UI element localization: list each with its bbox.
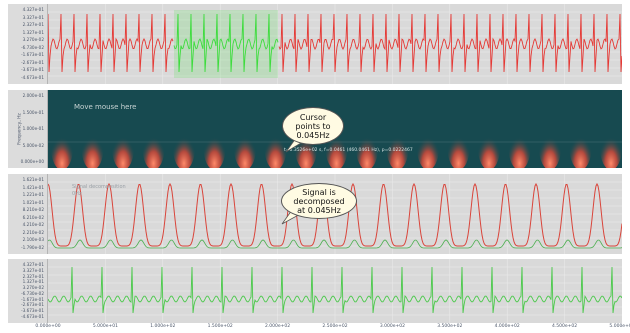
selected-signal-trace — [173, 13, 279, 73]
spectral-burst — [81, 126, 104, 168]
y-tick-label: -3.673e-01 — [21, 67, 44, 73]
y-tick-label: 1.327e-01 — [22, 279, 44, 285]
time-x-axis: 0.000e+00 5.000e+01 1.000e+02 1.500e+02 2.00… — [35, 324, 630, 333]
x-tick-label: 0.000e+00 — [35, 324, 61, 329]
y-tick-label: 2.000e-01 — [22, 93, 44, 98]
y-tick-label: 4.327e-01 — [22, 7, 44, 12]
spectral-burst — [142, 126, 165, 168]
y-tick-label: -2.673e-01 — [21, 302, 44, 308]
raw-y-axis: 4.327e-01 3.327e-01 2.327e-01 1.327e-01 3.27… — [8, 4, 48, 84]
decomposed-trace — [48, 182, 622, 247]
reconstructed-trace — [48, 266, 622, 314]
cursor-callout: Cursor points to 0.045Hz — [282, 107, 344, 145]
move-mouse-hint: Move mouse here — [74, 103, 137, 111]
spectrogram-y-axis: Frequency, Hz 2.000e-01 1.500e-01 1.000e-0… — [8, 90, 48, 168]
decomposed-y-axis: 1.621e-01 1.421e-01 1.221e-01 1.021e-01 8.21… — [8, 174, 48, 254]
spectral-burst — [51, 126, 73, 168]
spectral-burst — [478, 126, 500, 168]
cursor-callout-line-2: points to — [295, 121, 331, 131]
y-tick-label: 3.327e-01 — [22, 267, 44, 273]
residual-trace — [48, 239, 622, 249]
y-tick-label: 1.621e-01 — [22, 177, 44, 182]
y-tick-label: 4.210e-02 — [22, 222, 44, 228]
y-tick-label: -1.673e-01 — [21, 296, 44, 302]
spectral-burst — [112, 126, 134, 168]
spectral-burst — [447, 126, 470, 168]
raw-signal-trace — [48, 13, 622, 73]
raw-signal-plot[interactable] — [48, 4, 622, 84]
cursor-readout: t=0.3526e+02 s, f=0.0461 (460.0461 Hz), … — [284, 148, 413, 153]
y-tick-label: 3.270e-02 — [22, 285, 44, 291]
reconstructed-signal-plot[interactable] — [48, 259, 622, 323]
x-tick-label: 3.000e+02 — [379, 324, 405, 329]
y-tick-label: 1.327e-01 — [22, 29, 44, 35]
reconstructed-y-axis: 4.327e-01 3.327e-01 2.327e-01 1.327e-01 3.27… — [8, 259, 48, 323]
spectral-burst — [539, 126, 561, 168]
y-tick-label: 1.500e-01 — [22, 109, 44, 115]
spectral-burst — [234, 126, 256, 168]
y-tick-label: 1.000e-01 — [22, 126, 44, 131]
y-tick-label: 1.221e-01 — [22, 192, 44, 198]
y-tick-label: -6.730e-02 — [21, 44, 44, 50]
y-tick-label: 1.021e-01 — [22, 199, 44, 205]
raw-signal-panel: 4.327e-01 3.327e-01 2.327e-01 1.327e-01 3.27… — [8, 4, 622, 84]
x-tick-label: 2.500e+02 — [322, 324, 348, 329]
spectral-burst — [569, 126, 592, 168]
spectral-burst — [264, 126, 287, 168]
y-tick-label: -2.673e-01 — [21, 59, 44, 65]
spectral-burst — [600, 126, 622, 168]
y-tick-label: -6.730e-02 — [21, 290, 44, 296]
y-tick-label: 8.210e-02 — [22, 207, 44, 213]
cursor-callout-line-3: 0.045Hz — [296, 130, 330, 140]
y-tick-label: 2.327e-01 — [22, 273, 44, 279]
y-tick-label: 6.210e-02 — [22, 214, 44, 220]
y-tick-label: 3.270e-02 — [22, 37, 44, 43]
decomposition-frequency-label: 0Hz — [72, 191, 82, 197]
decomposition-label: Signal decomposition — [72, 184, 126, 190]
spectral-burst — [417, 126, 439, 168]
y-tick-label: 2.210e-02 — [22, 229, 44, 235]
x-tick-label: 1.000e+02 — [150, 324, 176, 329]
y-tick-label: 2.327e-01 — [22, 22, 44, 28]
spectral-burst — [356, 126, 378, 168]
signal-callout-line-3: at 0.045Hz — [297, 205, 341, 215]
y-tick-label: 4.327e-01 — [22, 262, 44, 267]
y-tick-label: -1.790e-02 — [21, 245, 44, 250]
y-tick-label: 1.421e-01 — [22, 184, 44, 190]
signal-callout-line-2: decomposed — [293, 196, 345, 206]
y-tick-label: 5.000e-02 — [22, 142, 44, 148]
reconstructed-signal-panel: 4.327e-01 3.327e-01 2.327e-01 1.327e-01 3.27… — [8, 259, 622, 323]
y-tick-label: -4.673e-01 — [21, 75, 44, 80]
y-tick-label: 2.100e-03 — [22, 237, 44, 243]
y-tick-label: -1.673e-01 — [21, 52, 44, 58]
y-tick-label: -4.673e-01 — [21, 314, 44, 319]
x-tick-label: 4.000e+02 — [494, 324, 520, 329]
x-tick-label: 2.000e+02 — [265, 324, 291, 329]
spectral-burst — [386, 126, 409, 168]
x-tick-label: 4.500e+02 — [552, 324, 578, 329]
x-tick-label: 5.000e+01 — [92, 324, 118, 329]
spectral-burst — [508, 126, 531, 168]
y-tick-label: -3.673e-01 — [21, 308, 44, 314]
x-tick-label: 3.500e+02 — [437, 324, 463, 329]
spectral-burst — [173, 126, 195, 168]
spectral-burst — [203, 126, 226, 168]
y-tick-label: 3.327e-01 — [22, 14, 44, 20]
cursor-callout-line-1: Cursor — [299, 112, 327, 122]
x-tick-label: 1.500e+02 — [207, 324, 233, 329]
y-tick-label: 0.000e+00 — [20, 159, 44, 164]
signal-callout-line-1: Signal is — [302, 187, 336, 197]
x-tick-label: 5.000e+02 — [609, 324, 630, 329]
signal-callout: Signal is decomposed at 0.045Hz — [281, 183, 357, 219]
